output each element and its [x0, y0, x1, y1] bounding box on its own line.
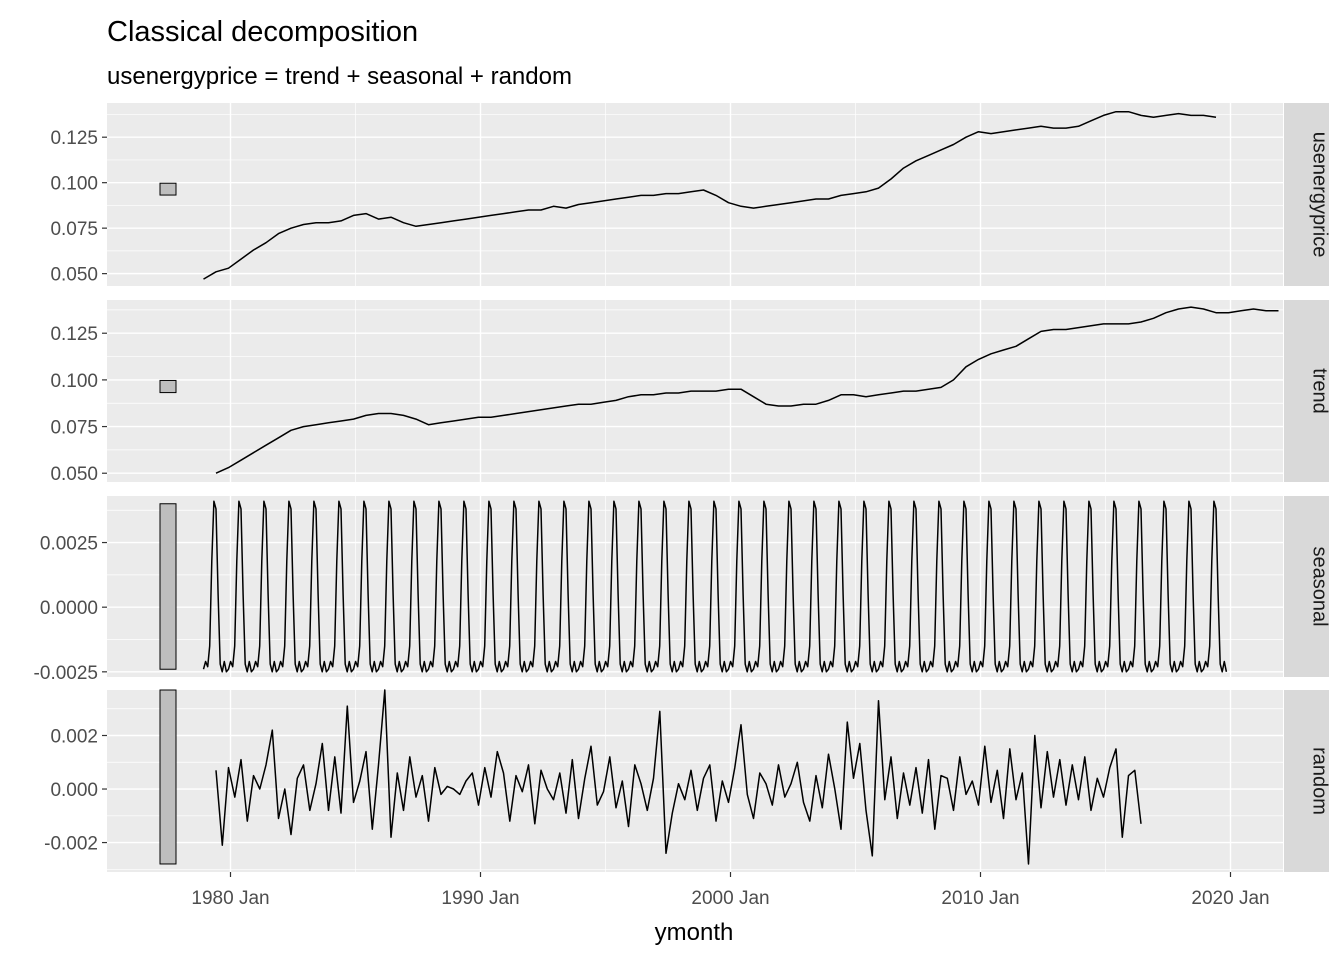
x-axis-label: ymonth — [655, 919, 734, 946]
y-tick-label: -0.0025 — [34, 663, 98, 684]
y-tick-label: 0.050 — [50, 464, 98, 485]
y-tick-label: 0.125 — [50, 324, 98, 345]
x-tick-label: 1990 Jan — [441, 888, 519, 909]
x-tick-label: 2000 Jan — [691, 888, 769, 909]
panel-seasonal: -0.0025 0.0000 0.0025 seasonal — [34, 496, 1331, 684]
strip-background — [1284, 103, 1329, 286]
x-axis: 1980 Jan 1990 Jan 2000 Jan 2010 Jan 2020 Jan — [191, 872, 1270, 909]
chart-title: Classical decomposition — [107, 16, 418, 48]
chart-subtitle: usenergyprice = trend + seasonal + rando… — [107, 63, 572, 90]
panel-random: -0.002 0.000 0.002 random — [44, 689, 1331, 872]
y-tick-label: 0.0025 — [40, 534, 98, 555]
scale-bar — [159, 503, 177, 670]
strip-label: seasonal — [1309, 546, 1331, 626]
panel-usenergyprice: 0.050 0.075 0.100 0.125 usenergyprice — [50, 103, 1331, 286]
y-tick-label: 0.0000 — [40, 598, 98, 619]
panel-trend: 0.050 0.075 0.100 0.125 trend — [50, 300, 1331, 485]
y-tick-label: 0.100 — [50, 174, 98, 195]
strip-background — [1284, 690, 1329, 872]
strip-label: random — [1309, 747, 1331, 815]
strip-background — [1284, 300, 1329, 482]
y-tick-label: 0.000 — [50, 780, 98, 801]
series-line-usenergyprice — [203, 110, 1217, 280]
y-tick-label: 0.002 — [50, 727, 98, 748]
scale-bar — [159, 182, 177, 196]
strip-label: trend — [1309, 368, 1331, 414]
y-tick-label: 0.125 — [50, 128, 98, 149]
series-line-random — [215, 689, 1142, 865]
scale-bar — [159, 379, 177, 394]
strip-label: usenergyprice — [1309, 132, 1331, 258]
y-tick-label: 0.050 — [50, 265, 98, 286]
series-line-seasonal — [202, 500, 1228, 673]
x-tick-label: 2010 Jan — [941, 888, 1019, 909]
y-tick-label: 0.100 — [50, 371, 98, 392]
series-line-trend — [215, 306, 1279, 474]
x-tick-label: 1980 Jan — [191, 888, 269, 909]
strip-background — [1284, 496, 1329, 677]
panel-background — [107, 103, 1283, 286]
y-tick-label: -0.002 — [44, 834, 98, 855]
scale-bar — [159, 689, 177, 865]
y-tick-label: 0.075 — [50, 418, 98, 439]
x-tick-label: 2020 Jan — [1191, 888, 1269, 909]
y-tick-label: 0.075 — [50, 219, 98, 240]
